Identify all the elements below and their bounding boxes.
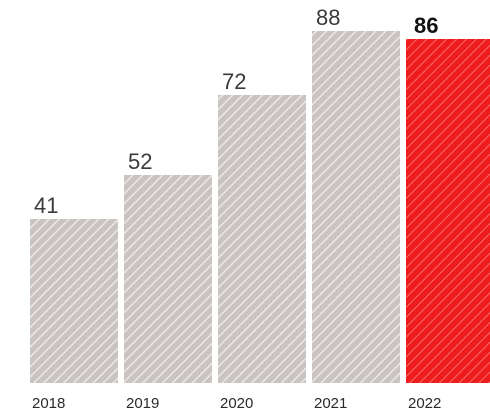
value-label-2018: 41: [34, 193, 58, 218]
x-tick-label-2018: 2018: [32, 395, 65, 412]
x-tick-label-2019: 2019: [126, 395, 159, 412]
x-tick-label-2022: 2022: [408, 395, 441, 412]
bars-group: [30, 31, 490, 383]
bar-2020: [218, 95, 306, 383]
x-axis-tick-labels: 2018 2019 2020 2021 2022: [32, 395, 441, 412]
value-label-2021: 88: [316, 5, 340, 30]
value-labels-group: 41 52 72 88 86: [34, 5, 438, 218]
x-tick-label-2021: 2021: [314, 395, 347, 412]
value-label-2019: 52: [128, 149, 152, 174]
x-tick-label-2020: 2020: [220, 395, 253, 412]
bar-2018: [30, 219, 118, 383]
bar-2019: [124, 175, 212, 383]
value-label-2022: 86: [414, 13, 438, 38]
value-label-2020: 72: [222, 69, 246, 94]
bar-2022: [406, 39, 490, 383]
bar-2021: [312, 31, 400, 383]
